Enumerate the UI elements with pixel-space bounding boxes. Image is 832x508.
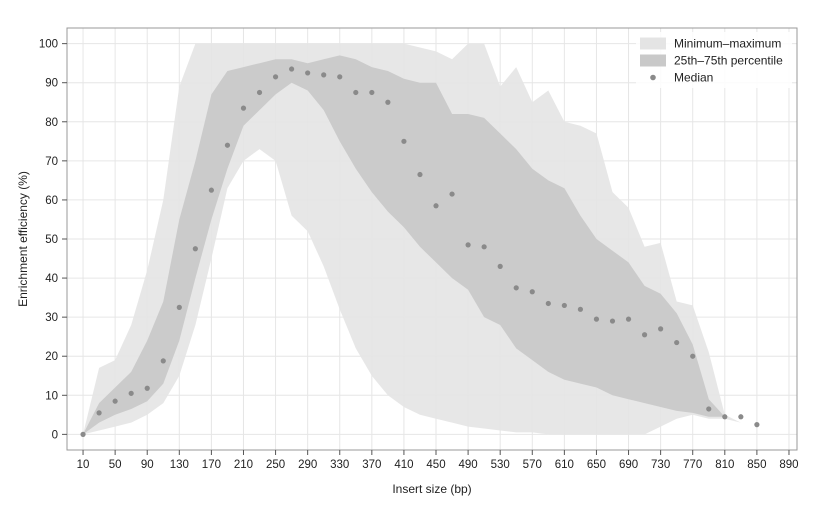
median-point (609, 318, 616, 324)
y-tick-label: 40 (45, 273, 58, 285)
legend-label: Minimum–maximum (674, 37, 781, 51)
median-point (337, 74, 343, 80)
x-tick-label: 250 (266, 459, 285, 471)
median-point (481, 244, 487, 250)
median-point (256, 89, 263, 96)
median-point (176, 304, 182, 310)
x-tick-label: 370 (362, 459, 381, 471)
x-tick-label: 330 (330, 459, 349, 471)
median-point (577, 306, 584, 312)
median-point (369, 89, 375, 96)
x-tick-label: 290 (298, 459, 317, 471)
median-point (593, 316, 600, 322)
y-tick-label: 10 (45, 390, 58, 402)
x-tick-label: 130 (170, 459, 189, 471)
median-point (674, 339, 680, 346)
median-point (497, 263, 503, 269)
median-point (529, 289, 535, 295)
y-tick-label: 30 (45, 312, 58, 324)
legend-marker (650, 74, 656, 81)
x-tick-label: 10 (77, 459, 90, 471)
x-tick-label: 90 (141, 459, 154, 471)
median-point (160, 358, 166, 364)
y-tick-label: 20 (45, 351, 58, 363)
legend-label: Median (674, 71, 713, 85)
x-tick-label: 730 (651, 459, 670, 471)
median-point (144, 385, 150, 391)
median-point (401, 138, 407, 144)
median-point (433, 203, 439, 209)
x-tick-label: 810 (715, 459, 734, 471)
y-tick-label: 70 (45, 156, 58, 168)
median-point (272, 74, 279, 80)
median-point (625, 316, 632, 322)
x-tick-label: 650 (587, 459, 606, 471)
legend-label: 25th–75th percentile (674, 54, 783, 68)
median-point (465, 242, 471, 248)
x-tick-label: 50 (109, 459, 122, 471)
x-tick-label: 490 (459, 459, 478, 471)
median-point (80, 431, 86, 437)
x-axis-title: Insert size (bp) (392, 482, 471, 496)
median-point (690, 353, 696, 359)
median-point (658, 326, 664, 332)
median-point (321, 72, 327, 78)
median-point (561, 302, 567, 309)
median-point (112, 398, 118, 404)
median-point (224, 142, 231, 148)
x-tick-label: 210 (234, 459, 253, 471)
x-tick-label: 450 (426, 459, 445, 471)
x-tick-label: 850 (747, 459, 766, 471)
y-tick-label: 100 (39, 39, 58, 51)
median-point (513, 285, 519, 291)
median-point (305, 70, 311, 76)
x-tick-label: 410 (394, 459, 413, 471)
x-tick-label: 570 (523, 459, 542, 471)
median-point (192, 246, 198, 252)
median-point (289, 66, 295, 72)
y-tick-label: 50 (45, 234, 58, 246)
median-point (545, 300, 551, 307)
median-point (417, 171, 423, 178)
median-point (240, 105, 247, 111)
median-point (738, 414, 744, 420)
median-point (353, 89, 359, 96)
x-tick-label: 530 (491, 459, 510, 471)
y-tick-label: 0 (52, 429, 58, 441)
median-point (96, 410, 102, 416)
x-tick-label: 890 (779, 459, 798, 471)
y-tick-label: 90 (45, 78, 58, 90)
median-point (754, 422, 760, 428)
y-tick-label: 80 (45, 117, 58, 129)
median-point (722, 414, 728, 420)
median-point (641, 332, 648, 338)
median-point (706, 406, 712, 412)
iqr-band (83, 55, 725, 435)
x-tick-label: 610 (555, 459, 574, 471)
y-axis-title: Enrichment efficiency (%) (16, 171, 30, 307)
median-point (208, 187, 214, 193)
x-tick-label: 770 (683, 459, 702, 471)
legend-swatch (640, 54, 666, 67)
x-tick-label: 170 (202, 459, 221, 471)
median-point (449, 191, 455, 197)
x-tick-label: 690 (619, 459, 638, 471)
y-tick-label: 60 (45, 195, 58, 207)
legend-swatch (640, 37, 666, 50)
median-point (128, 390, 134, 396)
median-point (385, 99, 391, 105)
